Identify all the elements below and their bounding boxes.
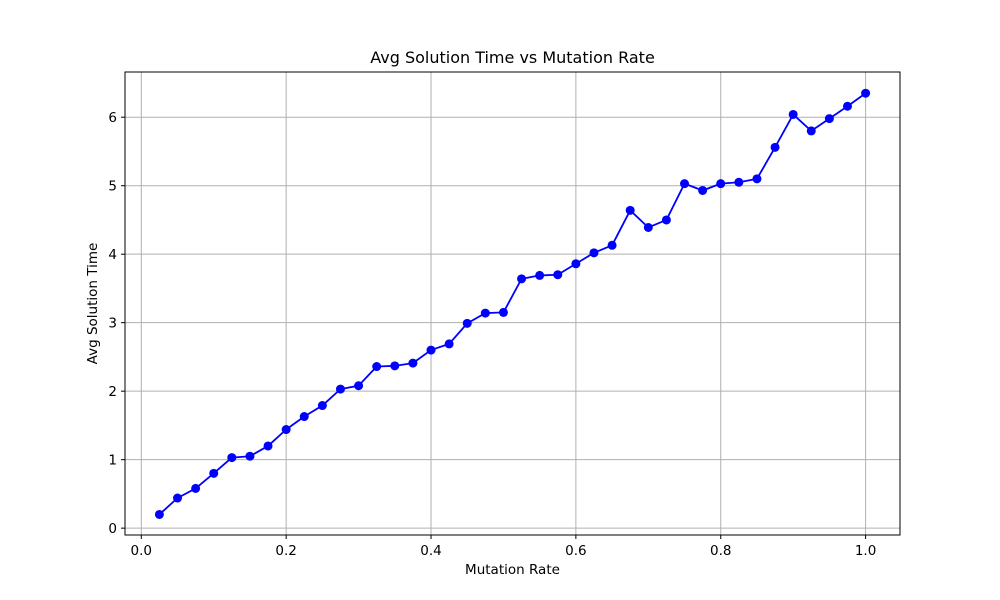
data-point <box>806 126 816 136</box>
x-tick-label: 0.2 <box>275 543 296 559</box>
data-point <box>408 358 418 368</box>
axis-ticks: 0.0 0.2 0.4 0.6 0.8 1.0 0 1 2 3 4 5 6 <box>108 110 876 559</box>
data-point <box>227 453 237 463</box>
data-point <box>661 215 671 225</box>
data-point <box>191 483 201 493</box>
series-line <box>158 92 867 516</box>
data-point <box>770 142 780 152</box>
data-point <box>426 345 436 355</box>
data-point <box>842 101 852 111</box>
data-point <box>788 109 798 119</box>
data-point <box>498 307 508 317</box>
x-axis-label: Mutation Rate <box>465 562 560 578</box>
data-point <box>824 114 834 124</box>
x-tick-label: 0.0 <box>131 543 152 559</box>
data-point <box>390 361 400 371</box>
data-point <box>173 493 183 503</box>
x-tick-label: 0.4 <box>420 543 441 559</box>
data-point <box>372 362 382 372</box>
data-point <box>354 381 364 391</box>
y-tick-label: 0 <box>108 521 117 537</box>
data-point <box>517 274 527 284</box>
data-point <box>154 509 164 519</box>
plot-frame <box>124 71 901 536</box>
data-point <box>698 185 708 195</box>
data-point <box>535 270 545 280</box>
data-point <box>335 384 345 394</box>
series <box>154 88 871 519</box>
x-tick-label: 0.8 <box>710 543 731 559</box>
grid <box>125 72 900 535</box>
data-point <box>263 441 273 451</box>
data-point <box>317 401 327 411</box>
y-tick-label: 3 <box>108 316 117 332</box>
data-point <box>643 222 653 232</box>
data-point <box>716 179 726 189</box>
data-point <box>571 259 581 269</box>
data-point <box>680 179 690 189</box>
data-point <box>281 425 291 435</box>
y-tick-label: 4 <box>108 247 117 263</box>
y-tick-label: 5 <box>108 179 117 195</box>
data-point <box>245 451 255 461</box>
data-point <box>462 318 472 328</box>
y-axis-label: Avg Solution Time <box>85 243 101 365</box>
data-point <box>752 174 762 184</box>
y-tick-label: 2 <box>108 384 117 400</box>
data-point <box>607 240 617 250</box>
data-point <box>589 248 599 258</box>
data-point <box>209 468 219 478</box>
chart-title: Avg Solution Time vs Mutation Rate <box>370 48 655 67</box>
y-tick-label: 6 <box>108 110 117 126</box>
x-tick-label: 1.0 <box>855 543 876 559</box>
data-point <box>861 88 871 98</box>
y-tick-label: 1 <box>108 453 117 469</box>
data-point <box>480 308 490 318</box>
x-tick-label: 0.6 <box>565 543 586 559</box>
data-point <box>553 270 563 280</box>
data-point <box>444 339 454 349</box>
data-point <box>734 177 744 187</box>
data-point <box>299 412 309 422</box>
data-point <box>625 205 635 215</box>
